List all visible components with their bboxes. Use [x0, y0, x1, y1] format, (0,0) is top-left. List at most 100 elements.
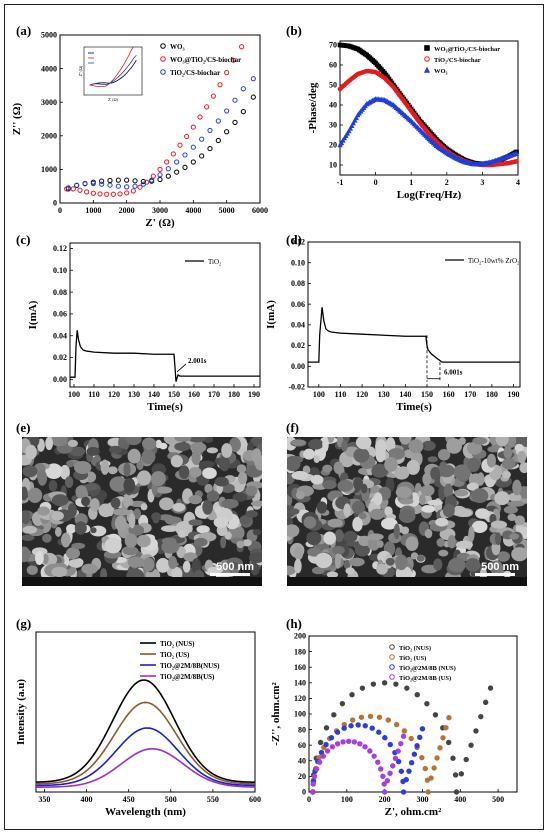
scale-bar-label: 500 nm [216, 561, 254, 573]
y-tick-label: 0.12 [291, 238, 305, 247]
x-tick-label: 2000 [119, 206, 135, 215]
x-tick-label: 400 [454, 795, 466, 804]
y-tick-label: -0.02 [288, 383, 305, 392]
data-point [346, 128, 352, 134]
data-point [174, 159, 180, 165]
data-point [160, 43, 166, 49]
data-point [339, 700, 346, 707]
data-point [468, 742, 474, 748]
data-point [378, 766, 384, 772]
sem-image-f: 500 nm [287, 437, 527, 586]
x-tick-label: 180 [486, 390, 498, 399]
x-axis-label: Z', ohm.cm² [385, 806, 442, 818]
data-point [165, 173, 171, 179]
y-tick-label: 0.00 [53, 375, 67, 384]
data-point [408, 735, 414, 742]
y-tick-label: 180 [294, 647, 306, 656]
y-tick-label: 2000 [41, 131, 57, 140]
data-point [316, 759, 323, 765]
data-point [401, 728, 408, 734]
legend-entry: TiO₂@2M/8B (NUS) [399, 665, 456, 672]
x-tick-label: 550 [207, 795, 219, 804]
data-point [99, 178, 105, 184]
x-tick-label: 140 [399, 390, 411, 399]
data-point [381, 789, 388, 795]
y-tick-label: 200 [294, 632, 306, 641]
series-line [70, 330, 260, 382]
data-point [408, 759, 415, 766]
data-point [380, 773, 386, 780]
y-axis-label: I(mA) [265, 300, 277, 329]
series-line [35, 747, 256, 788]
data-point [473, 728, 479, 734]
data-point [367, 748, 373, 754]
data-point [217, 82, 223, 88]
x-tick-label: 2 [445, 178, 449, 187]
data-point [389, 674, 395, 680]
legend-entry: TiO₂ [208, 258, 222, 266]
inset-series [89, 46, 134, 88]
chart-d: 100 110 120 130 140 150 160 170 180 190 -0.02 0.00 0… [265, 238, 521, 413]
data-point [346, 738, 352, 744]
data-point [403, 776, 409, 783]
data-point [337, 142, 343, 148]
data-point [197, 114, 203, 120]
data-point [99, 181, 105, 187]
x-tick-label: 3000 [152, 206, 168, 215]
x-tick-label: 110 [88, 390, 100, 399]
data-point [74, 182, 80, 188]
data-point [132, 183, 138, 189]
x-tick-label: 0 [307, 795, 311, 804]
data-point [149, 177, 155, 183]
data-point [419, 754, 425, 761]
data-point [190, 159, 196, 165]
data-point [204, 104, 210, 110]
y-axis-label: I(mA) [27, 300, 39, 329]
plot-frame [69, 242, 261, 388]
data-point [392, 755, 399, 762]
x-tick-label: 120 [108, 390, 120, 399]
panel-label: (f) [286, 420, 299, 435]
data-point [341, 725, 347, 731]
data-point [350, 120, 356, 126]
y-axis-label: -Phase/deg [307, 82, 319, 133]
data-point [376, 729, 382, 735]
data-point [357, 741, 363, 747]
data-point [84, 189, 90, 195]
x-tick-label: 600 [249, 795, 261, 804]
panel-label: (b) [286, 23, 302, 38]
data-point [90, 180, 96, 187]
annotation-arrow [176, 363, 187, 373]
legend-entry: TiO₂/CS-biochar [170, 69, 220, 77]
y-tick-label: 0 [302, 788, 306, 797]
data-point [381, 680, 388, 686]
x-tick-label: 1 [409, 178, 413, 187]
data-point [190, 144, 196, 150]
panel-label: (c) [16, 232, 30, 247]
data-point [240, 109, 246, 115]
data-point [437, 745, 443, 751]
data-point [338, 139, 345, 145]
x-tick-label: 170 [464, 390, 476, 399]
legend-entry: WO₃@TiO₂/CS-biochar [170, 56, 241, 64]
data-point [132, 178, 138, 184]
data-point [328, 735, 335, 741]
y-tick-label: 5000 [41, 31, 57, 40]
chart-h: 0 100 200 300 400 500 0 20 40 60 80 100 120 140 160 180… [270, 632, 518, 818]
data-point [414, 743, 420, 749]
y-tick-label: 20 [329, 141, 337, 150]
data-point [210, 93, 216, 99]
data-point [347, 125, 353, 131]
data-point [324, 748, 331, 754]
x-tick-label: 140 [148, 390, 160, 399]
data-point [400, 789, 407, 795]
legend-entry: WO₃ [170, 43, 185, 51]
inset-series [89, 60, 137, 86]
y-tick-label: 160 [294, 663, 306, 672]
data-point [423, 66, 431, 73]
y-tick-label: 0.04 [291, 321, 305, 330]
data-point [157, 166, 163, 172]
series-line [308, 307, 520, 363]
sem-texture [22, 437, 262, 577]
